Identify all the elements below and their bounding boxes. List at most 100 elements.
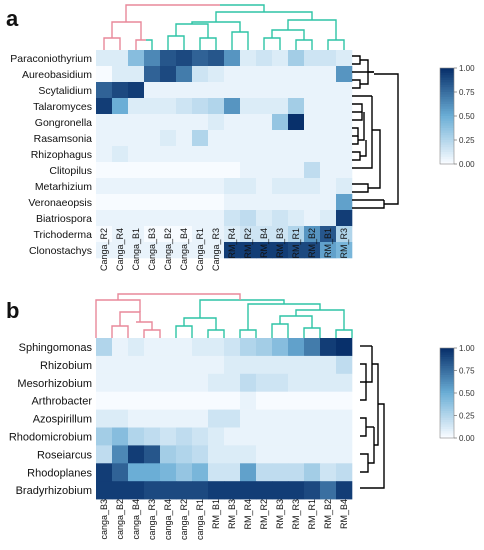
colorbar-segment: [440, 77, 454, 81]
heatmap-cell: [176, 178, 193, 195]
column-label: RM_B2: [307, 228, 317, 258]
heatmap-cell: [192, 391, 209, 410]
heatmap-cell: [336, 338, 353, 357]
heatmap-cell: [336, 481, 353, 500]
colorbar-segment: [440, 130, 454, 134]
heatmap-cell: [320, 445, 337, 464]
heatmap-cell: [176, 427, 193, 446]
colorbar-segment: [440, 108, 454, 112]
heatmap-cell: [208, 481, 225, 500]
heatmap-cell: [256, 226, 273, 243]
heatmap-cell: [144, 178, 161, 195]
heatmap-cell: [128, 66, 145, 83]
heatmap-cell: [208, 226, 225, 243]
column-label: canga_R2: [179, 499, 189, 540]
heatmap-cell: [96, 50, 113, 67]
heatmap-cell: [96, 373, 113, 392]
heatmap-cell: [320, 338, 337, 357]
colorbar-segment: [440, 404, 454, 407]
column-label: canga_B2: [115, 499, 125, 540]
heatmap-cell: [240, 178, 257, 195]
heatmap-cell: [192, 427, 209, 446]
heatmap-cell: [288, 146, 305, 163]
heatmap-cell: [272, 242, 289, 259]
heatmap-cell: [336, 130, 353, 147]
heatmap-cell: [128, 82, 145, 99]
heatmap-cell: [304, 66, 321, 83]
heatmap-cell: [96, 194, 113, 211]
colorbar-tick-label: 0.75: [459, 88, 475, 97]
colorbar-segment: [440, 137, 454, 141]
heatmap-cell: [320, 391, 337, 410]
heatmap-cell: [224, 242, 241, 259]
heatmap-cell: [240, 242, 257, 259]
heatmap-cell: [176, 355, 193, 375]
colorbar-segment: [440, 104, 454, 107]
heatmap-cell: [128, 114, 145, 131]
column-label: RM_B3: [275, 499, 285, 529]
heatmap-cell: [208, 373, 225, 392]
heatmap-cell: [272, 50, 289, 67]
panel-b: b Sphingomonas Rhizobium Mesorhizobium Arth…: [6, 293, 475, 540]
heatmap-cell: [256, 130, 273, 147]
heatmap-cell: [240, 146, 257, 163]
heatmap-cell: [96, 98, 113, 115]
column-label: Canga_R3: [211, 228, 221, 271]
colorbar-segment: [440, 72, 454, 76]
heatmap-cell: [208, 338, 225, 357]
colorbar-segment: [440, 381, 454, 385]
heatmap-cell: [192, 445, 209, 464]
heatmap-cell: [320, 98, 337, 115]
heatmap-cell: [192, 409, 209, 428]
heatmap-cell: [192, 210, 209, 227]
heatmap-cell: [336, 66, 353, 83]
colorbar-tick-label: 0.00: [459, 160, 475, 169]
column-label: Canga_B1: [131, 228, 141, 271]
heatmap-cell: [208, 82, 225, 99]
colorbar-segment: [440, 99, 454, 102]
heatmap-cell: [112, 82, 129, 99]
heatmap-cell: [224, 146, 241, 163]
colorbar-segment: [440, 75, 454, 78]
heatmap-cell: [256, 242, 273, 259]
column-label: Canga_R2: [99, 228, 109, 271]
panel-a-label: a: [6, 6, 19, 31]
row-label: Rasamsonia: [34, 133, 93, 145]
heatmap-cell: [208, 210, 225, 227]
heatmap-cell: [240, 373, 257, 392]
heatmap-cell: [288, 162, 305, 179]
heatmap-cell: [288, 50, 305, 67]
heatmap-cell: [144, 463, 161, 482]
heatmap-cell: [96, 242, 113, 259]
heatmap-cell: [128, 481, 145, 500]
colorbar-segment: [440, 411, 454, 414]
colorbar-segment: [440, 399, 454, 403]
heatmap-cell: [336, 82, 353, 99]
row-label: Gongronella: [35, 117, 92, 129]
row-label: Mesorhizobium: [17, 378, 92, 390]
heatmap-cell: [160, 178, 177, 195]
heatmap-cell: [144, 210, 161, 227]
heatmap-cell: [320, 210, 337, 227]
heatmap-cell: [256, 445, 273, 464]
row-label: Talaromyces: [33, 101, 92, 113]
heatmap-cell: [112, 373, 129, 392]
heatmap-cell: [144, 146, 161, 163]
colorbar-segment: [440, 144, 454, 148]
heatmap-cell: [192, 98, 209, 115]
heatmap-cell: [304, 427, 321, 446]
colorbar-segment: [440, 386, 454, 389]
heatmap-cell: [320, 130, 337, 147]
heatmap-cell: [176, 82, 193, 99]
column-label: RM_B3: [275, 228, 285, 258]
heatmap-cell: [96, 355, 113, 375]
column-label: Canga_R4: [115, 228, 125, 271]
heatmap-cell: [144, 355, 161, 375]
heatmap-cell: [208, 409, 225, 428]
heatmap-cell: [144, 50, 161, 67]
heatmap-cell: [224, 409, 241, 428]
heatmap-cell: [256, 146, 273, 163]
heatmap-cell: [112, 146, 129, 163]
heatmap-cell: [160, 338, 177, 357]
heatmap-cell: [176, 445, 193, 464]
